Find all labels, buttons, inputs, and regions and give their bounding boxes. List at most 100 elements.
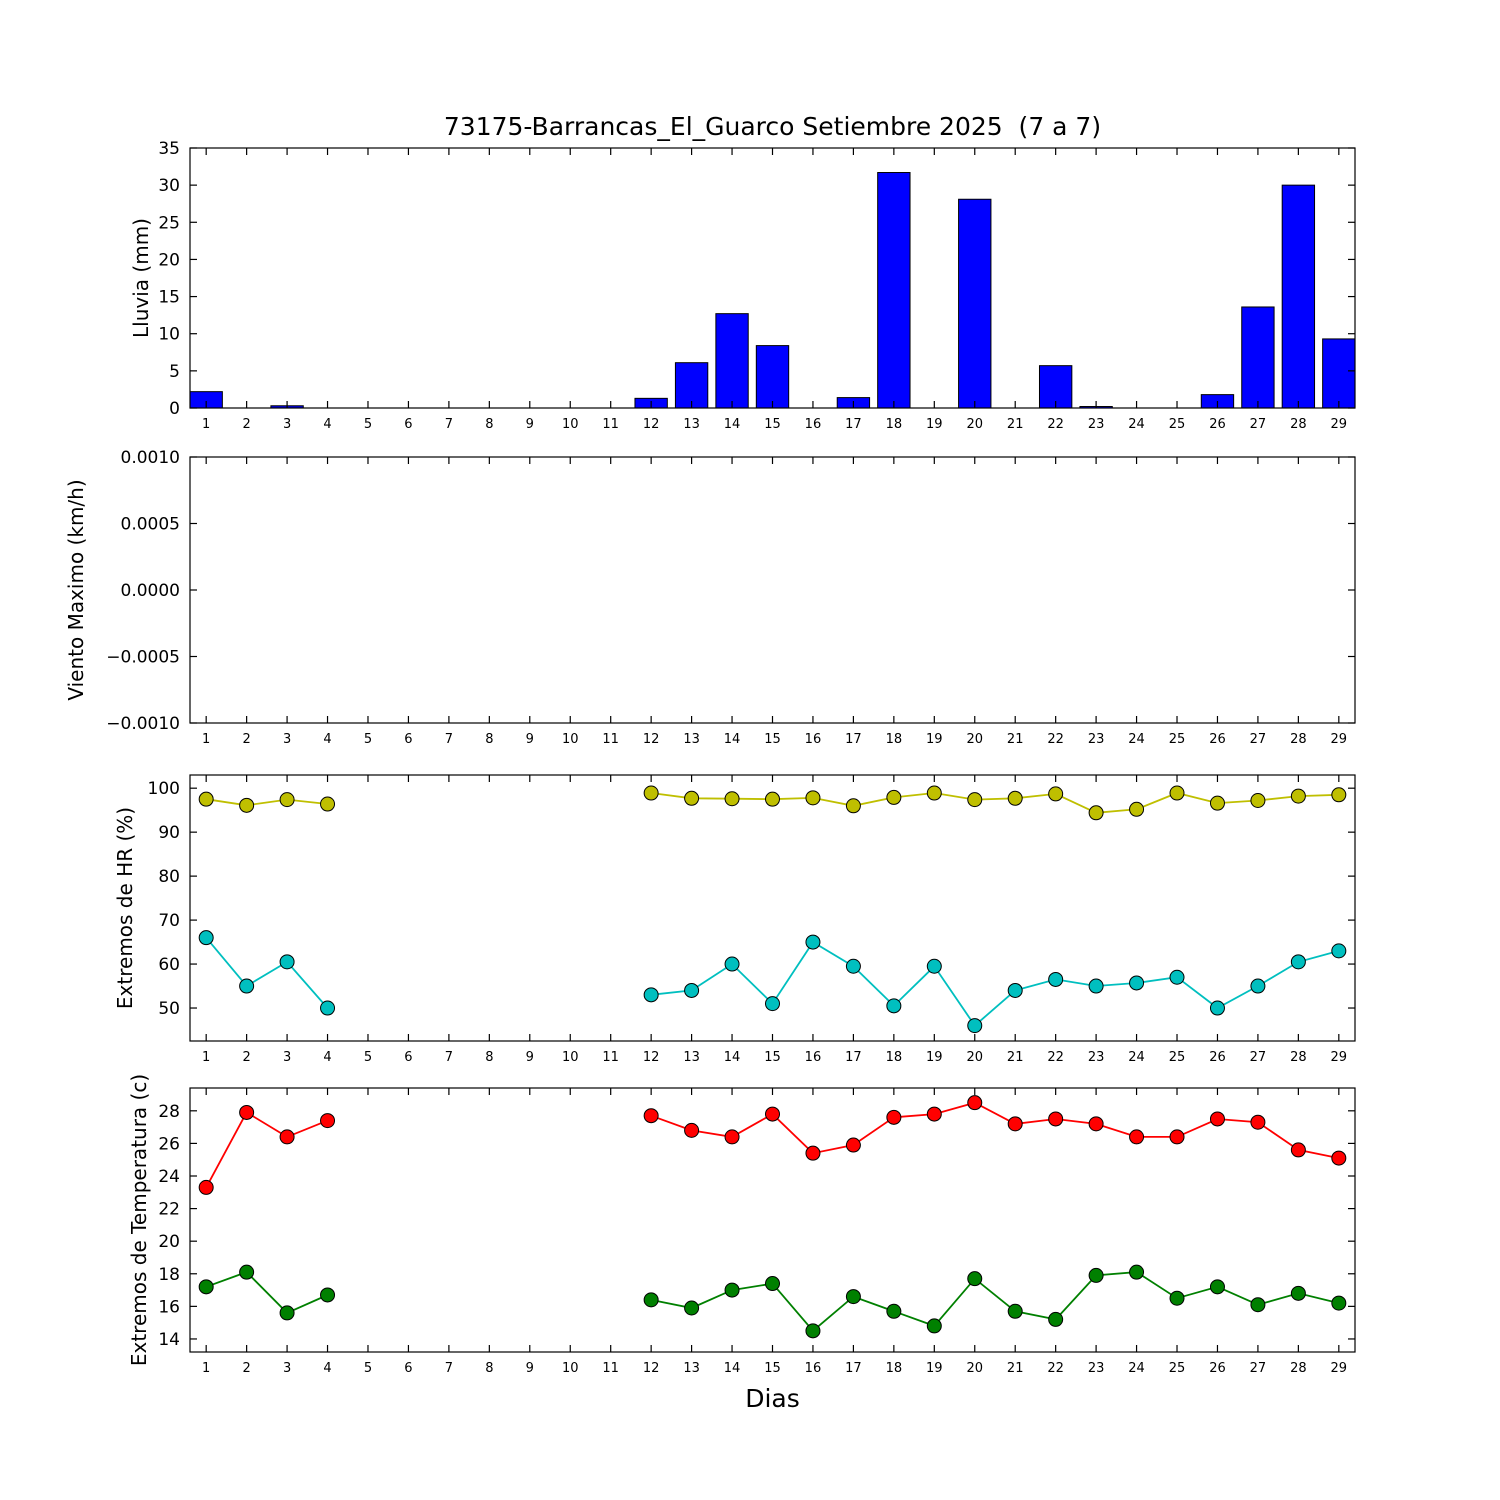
xtick-label-temp-29: 29 — [1331, 1361, 1348, 1376]
xtick-label-viento-26: 26 — [1209, 732, 1226, 747]
hr-minima-marker-day-14 — [724, 956, 740, 972]
temperatura-minima-marker-day-13 — [684, 1300, 700, 1316]
hr-maxima-marker-day-26 — [1209, 795, 1225, 811]
hr-minima-marker-day-20 — [967, 1018, 983, 1034]
ytick-label-lluvia-6: 30 — [158, 176, 180, 196]
xtick-label-viento-8: 8 — [485, 732, 493, 747]
ytick-label-lluvia-3: 15 — [158, 288, 180, 308]
temperatura-minima-marker-day-28 — [1290, 1285, 1306, 1301]
hr-maxima-marker-day-29 — [1331, 787, 1347, 803]
xtick-label-temp-23: 23 — [1088, 1361, 1105, 1376]
xtick-label-viento-10: 10 — [562, 732, 579, 747]
xtick-label-hr-14: 14 — [724, 1050, 741, 1065]
hr-minima-marker-day-19 — [926, 958, 942, 974]
ytick-label-lluvia-4: 20 — [158, 250, 180, 270]
hr-minima-marker-day-12 — [643, 987, 659, 1003]
xtick-label-temp-16: 16 — [805, 1361, 822, 1376]
xtick-label-hr-22: 22 — [1047, 1050, 1064, 1065]
hr-maxima-marker-day-19 — [926, 785, 942, 801]
temperatura-maxima-marker-day-21 — [1007, 1116, 1023, 1132]
xtick-label-viento-6: 6 — [404, 732, 412, 747]
temperatura-minima-marker-day-20 — [967, 1271, 983, 1287]
hr-maxima-marker-day-1 — [198, 791, 214, 807]
hr-maxima-marker-day-22 — [1048, 786, 1064, 802]
xtick-label-viento-22: 22 — [1047, 732, 1064, 747]
xtick-label-hr-21: 21 — [1007, 1050, 1024, 1065]
xtick-label-hr-26: 26 — [1209, 1050, 1226, 1065]
xtick-label-hr-12: 12 — [643, 1050, 660, 1065]
temperatura-minima-marker-day-14 — [724, 1282, 740, 1298]
hr-minima-marker-day-3 — [279, 954, 295, 970]
hr-minima-marker-day-2 — [239, 978, 255, 994]
xtick-label-temp-14: 14 — [724, 1361, 741, 1376]
temperatura-maxima-marker-day-17 — [845, 1137, 861, 1153]
xtick-label-hr-27: 27 — [1250, 1050, 1267, 1065]
xtick-label-viento-23: 23 — [1088, 732, 1105, 747]
xtick-label-lluvia-2: 2 — [242, 417, 250, 432]
xtick-label-lluvia-17: 17 — [845, 417, 862, 432]
xtick-label-temp-20: 20 — [966, 1361, 983, 1376]
hr-maxima-marker-day-17 — [845, 798, 861, 814]
rain-bar-day-15 — [755, 345, 790, 409]
xtick-label-lluvia-21: 21 — [1007, 417, 1024, 432]
xtick-label-lluvia-25: 25 — [1169, 417, 1186, 432]
hr-minima-marker-day-26 — [1209, 1000, 1225, 1016]
temperatura-minima-marker-day-17 — [845, 1289, 861, 1305]
ytick-label-hr-1: 60 — [158, 955, 180, 975]
ytick-label-hr-3: 80 — [158, 867, 180, 887]
hr-minima-marker-day-25 — [1169, 969, 1185, 985]
hr-maxima-marker-day-16 — [805, 790, 821, 806]
ytick-label-lluvia-1: 5 — [169, 362, 180, 382]
xtick-label-viento-27: 27 — [1250, 732, 1267, 747]
temperatura-minima-marker-day-12 — [643, 1292, 659, 1308]
xtick-label-temp-8: 8 — [485, 1361, 493, 1376]
hr-minima-marker-day-4 — [320, 1000, 336, 1016]
ytick-label-viento-3: 0.0005 — [121, 515, 180, 535]
ytick-label-temp-4: 22 — [158, 1200, 180, 1220]
xtick-label-viento-16: 16 — [805, 732, 822, 747]
ytick-label-lluvia-7: 35 — [158, 139, 180, 159]
rain-bar-day-27 — [1241, 306, 1275, 409]
xtick-label-lluvia-15: 15 — [764, 417, 781, 432]
hr-maxima-marker-day-25 — [1169, 785, 1185, 801]
ytick-label-temp-2: 18 — [158, 1265, 180, 1285]
temperatura-minima-marker-day-22 — [1048, 1311, 1064, 1327]
xtick-label-temp-15: 15 — [764, 1361, 781, 1376]
xtick-label-hr-3: 3 — [283, 1050, 291, 1065]
temperatura-minima-marker-day-23 — [1088, 1267, 1104, 1283]
xtick-label-temp-1: 1 — [202, 1361, 210, 1376]
xtick-label-lluvia-13: 13 — [683, 417, 700, 432]
xtick-label-hr-11: 11 — [602, 1050, 619, 1065]
xtick-label-temp-28: 28 — [1290, 1361, 1307, 1376]
temperatura-minima-marker-day-1 — [198, 1279, 214, 1295]
xtick-label-lluvia-19: 19 — [926, 417, 943, 432]
panel-frame-temp — [189, 1087, 1356, 1353]
temperatura-minima-marker-day-15 — [765, 1276, 780, 1292]
ytick-label-hr-2: 70 — [158, 911, 180, 931]
xtick-label-lluvia-11: 11 — [602, 417, 619, 432]
xtick-label-hr-8: 8 — [485, 1050, 493, 1065]
ytick-label-hr-0: 50 — [158, 999, 180, 1019]
xtick-label-hr-18: 18 — [886, 1050, 903, 1065]
temperatura-maxima-marker-day-23 — [1088, 1116, 1104, 1132]
temperatura-minima-marker-day-29 — [1331, 1295, 1347, 1311]
xtick-label-hr-28: 28 — [1290, 1050, 1307, 1065]
xtick-label-temp-9: 9 — [526, 1361, 534, 1376]
xtick-label-viento-5: 5 — [364, 732, 372, 747]
hr-maxima-marker-day-13 — [684, 790, 700, 806]
hr-minima-marker-day-28 — [1290, 954, 1306, 970]
temperatura-maxima-marker-day-16 — [805, 1145, 821, 1161]
hr-maxima-marker-day-23 — [1088, 805, 1104, 821]
ytick-label-temp-1: 16 — [158, 1297, 180, 1317]
temperatura-maxima-marker-day-27 — [1250, 1114, 1266, 1130]
xtick-label-hr-29: 29 — [1331, 1050, 1348, 1065]
xtick-label-lluvia-10: 10 — [562, 417, 579, 432]
temperatura-maxima-marker-day-14 — [724, 1129, 740, 1145]
figure-title: 73175-Barrancas_El_Guarco Setiembre 2025… — [443, 112, 1102, 141]
xtick-label-hr-19: 19 — [926, 1050, 943, 1065]
x-axis-label: Dias — [745, 1384, 800, 1413]
xtick-label-lluvia-5: 5 — [364, 417, 372, 432]
hr-maxima-marker-day-2 — [239, 797, 255, 813]
xtick-label-lluvia-9: 9 — [526, 417, 534, 432]
xtick-label-viento-13: 13 — [683, 732, 700, 747]
